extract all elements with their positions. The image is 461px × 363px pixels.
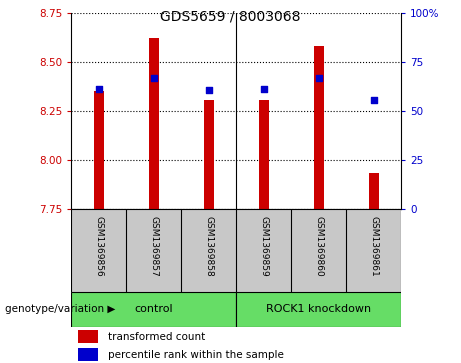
Bar (71, 292, 236, 327)
Text: GSM1369859: GSM1369859 (259, 216, 268, 277)
Bar (149, 38, 159, 209)
Text: percentile rank within the sample: percentile rank within the sample (108, 350, 284, 360)
Text: GSM1369856: GSM1369856 (95, 216, 103, 277)
Text: ROCK1 knockdown: ROCK1 knockdown (266, 305, 371, 314)
Bar (204, 100, 214, 209)
Bar (236, 292, 401, 327)
Bar (314, 46, 324, 209)
Bar (78, 348, 98, 361)
Bar (369, 174, 378, 209)
Text: transformed count: transformed count (108, 332, 205, 342)
Point (95, 86, 103, 92)
Text: control: control (135, 305, 173, 314)
Text: GSM1369860: GSM1369860 (314, 216, 323, 277)
Point (260, 86, 267, 92)
Text: GSM1369861: GSM1369861 (369, 216, 378, 277)
Bar (259, 100, 269, 209)
Text: GSM1369858: GSM1369858 (204, 216, 213, 277)
Bar (78, 330, 98, 343)
Text: GSM1369857: GSM1369857 (149, 216, 159, 277)
Bar (94, 91, 104, 209)
Text: genotype/variation ▶: genotype/variation ▶ (5, 305, 115, 314)
Point (205, 87, 213, 93)
Point (370, 97, 377, 103)
Point (315, 76, 322, 81)
Point (150, 76, 158, 81)
Text: GDS5659 / 8003068: GDS5659 / 8003068 (160, 9, 301, 23)
